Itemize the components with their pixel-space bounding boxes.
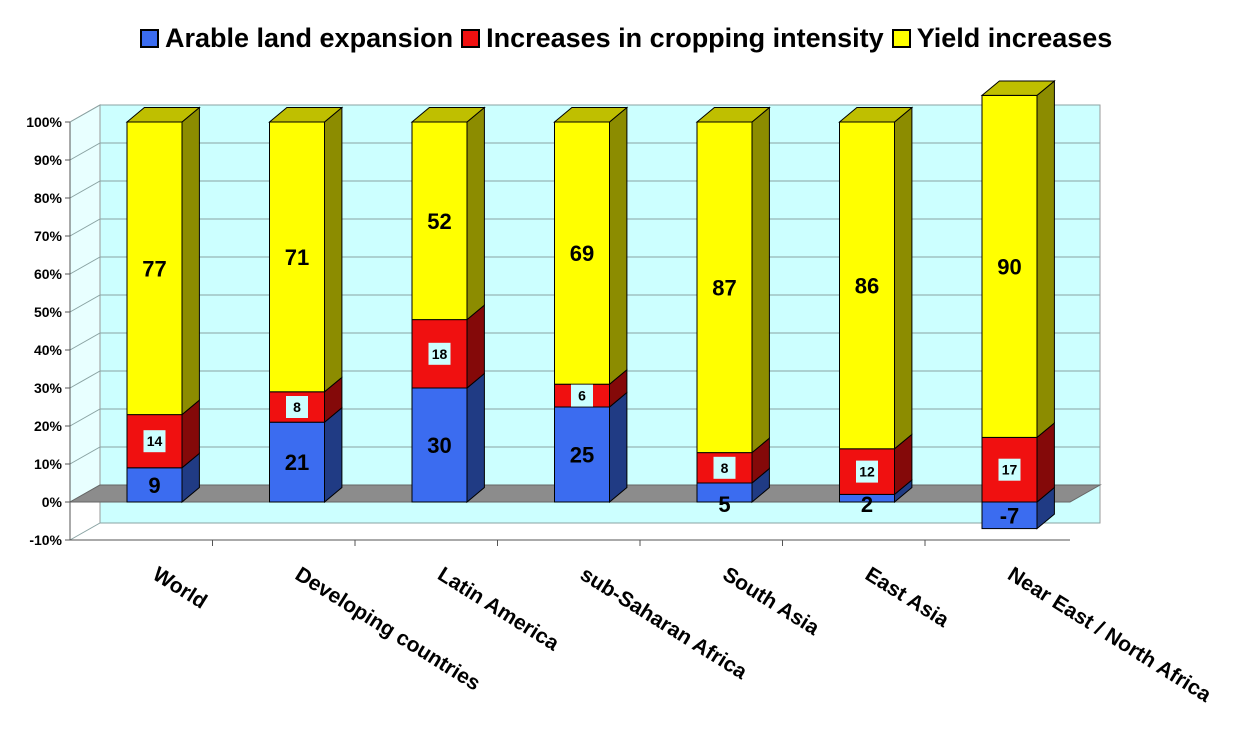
bar-segment-front — [839, 121, 895, 450]
y-tick-label: 60% — [34, 266, 63, 282]
data-label-box — [428, 342, 451, 365]
bar-group: 25 6 69 — [553, 106, 629, 504]
legend-label-yield: Yield increases — [916, 22, 1113, 53]
data-label: 87 — [712, 275, 736, 300]
data-label: 71 — [285, 245, 309, 270]
bar-segment-front — [981, 501, 1038, 530]
bar-segment-side — [609, 391, 628, 504]
legend-item-arable: Arable land expansion — [140, 23, 453, 54]
data-label-box — [856, 460, 878, 483]
gridline — [69, 522, 1100, 541]
bar-group: 2 12 86 — [838, 106, 914, 517]
bar-segment-side — [466, 106, 485, 321]
data-label: 69 — [570, 241, 594, 266]
bar-segment-side — [324, 406, 343, 504]
bar-top-face — [410, 107, 486, 123]
bar-segment-side — [324, 106, 343, 393]
data-label: 8 — [293, 399, 301, 415]
legend-label-arable: Arable land expansion — [165, 22, 454, 53]
bar-segment-side — [181, 106, 200, 416]
data-label: 77 — [142, 256, 166, 281]
bar-group: 5 8 87 — [695, 106, 771, 517]
legend-item-yield: Yield increases — [891, 22, 1113, 54]
y-tick-label: 20% — [34, 418, 63, 434]
data-label-box — [143, 430, 166, 453]
data-label: 30 — [427, 433, 451, 458]
bar-segment-side — [1036, 79, 1055, 439]
bar-segment-side — [609, 106, 628, 386]
y-tick-label: 10% — [34, 456, 63, 472]
y-tick-label: 100% — [26, 114, 62, 130]
bar-top-face — [980, 80, 1056, 96]
bar-group: -7 17 90 — [980, 79, 1056, 530]
category-label: East Asia — [861, 563, 953, 632]
bar-segment-side — [751, 106, 770, 454]
y-tick-label: 50% — [34, 304, 63, 320]
bar-top-face — [838, 107, 914, 123]
category-label: World — [149, 563, 211, 614]
bar-segment-front — [554, 121, 610, 385]
y-tick-label: 0% — [42, 494, 63, 510]
data-label-box — [286, 396, 308, 418]
bar-group: 30 18 52 — [410, 106, 486, 504]
data-label-box — [571, 384, 593, 407]
y-tick-label: 70% — [34, 228, 63, 244]
y-tick-label: 80% — [34, 190, 63, 206]
legend-swatch-cropping — [461, 28, 481, 48]
bar-top-face — [268, 107, 344, 123]
bar-segment-front — [269, 421, 325, 503]
data-label: 18 — [432, 346, 448, 362]
bar-segment-front — [269, 121, 325, 393]
data-label: 17 — [1002, 462, 1018, 478]
data-label: 5 — [718, 492, 730, 517]
data-label: 6 — [578, 388, 586, 404]
data-label-box — [998, 458, 1021, 481]
bar-segment-front — [696, 121, 753, 454]
data-label: 25 — [570, 443, 594, 468]
y-tick-label: -10% — [29, 532, 62, 548]
y-tick-label: 40% — [34, 342, 63, 358]
bar-segment-side — [894, 106, 913, 450]
bar-segment-front — [981, 94, 1038, 438]
legend-swatch-arable — [140, 28, 159, 48]
data-label: 52 — [427, 209, 451, 234]
gridline — [69, 104, 1100, 123]
category-label: Near East / North Africa — [1004, 563, 1216, 707]
bar-segment-front — [554, 406, 610, 503]
data-label: 21 — [285, 450, 309, 475]
data-label: 8 — [721, 460, 729, 476]
data-label: -7 — [1000, 503, 1020, 528]
category-label: South Asia — [719, 563, 824, 640]
bar-segment-front — [126, 467, 183, 503]
bar-segment-side — [466, 372, 485, 504]
y-tick-label: 90% — [34, 152, 63, 168]
legend: Arable land expansion Increases in cropp… — [140, 18, 1120, 58]
bar-top-face — [553, 107, 629, 123]
data-label: 9 — [148, 473, 160, 498]
data-label: 86 — [855, 273, 879, 298]
bar-group: 9 14 77 — [125, 106, 201, 504]
data-label: 14 — [147, 433, 163, 449]
data-label: 12 — [859, 464, 875, 480]
y-tick-label: 30% — [34, 380, 63, 396]
bar-segment-front — [411, 387, 468, 503]
legend-item-cropping: Increases in cropping intensity — [461, 23, 884, 54]
data-label: 90 — [997, 254, 1021, 279]
bar-segment-front — [126, 121, 183, 416]
legend-swatch-yield — [891, 28, 911, 48]
bar-top-face — [695, 107, 771, 123]
bar-group: 21 8 71 — [268, 106, 344, 504]
bar-top-face — [125, 107, 201, 123]
data-label-box — [713, 456, 736, 479]
legend-label-cropping: Increases in cropping intensity — [486, 22, 884, 53]
category-label: Latin America — [434, 563, 564, 656]
data-label: 2 — [861, 492, 873, 517]
